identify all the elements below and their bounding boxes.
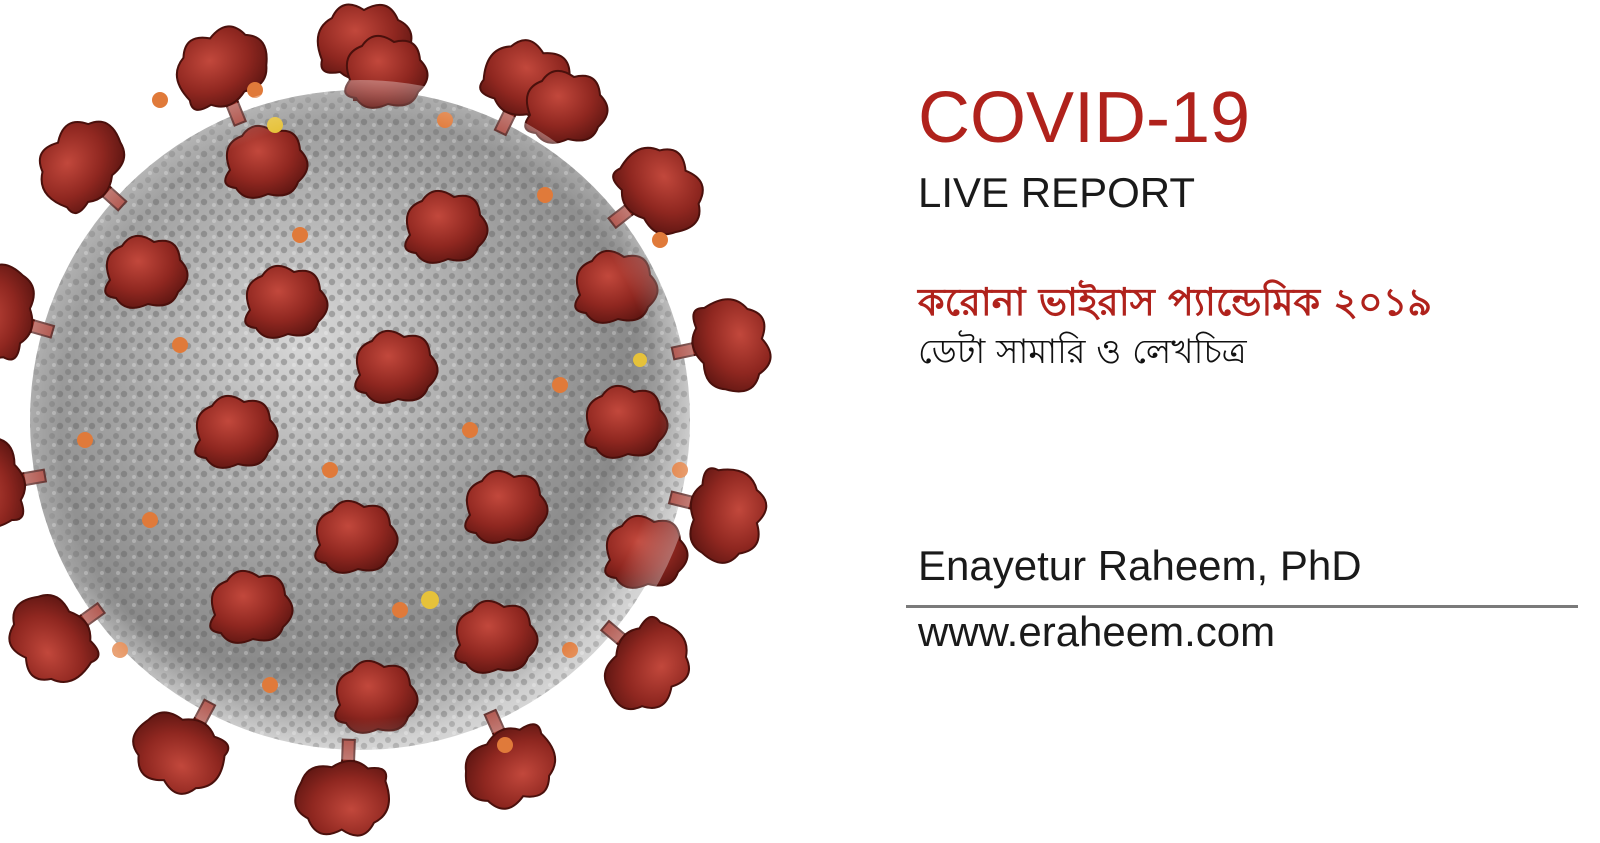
bangla-title: করোনা ভাইরাস প্যান্ডেমিক ২০১৯	[918, 280, 1433, 324]
author-name: Enayetur Raheem, PhD	[918, 542, 1362, 589]
report-title: COVID-19	[918, 78, 1251, 158]
report-subtitle: LIVE REPORT	[918, 169, 1195, 216]
divider-line	[906, 605, 1578, 608]
bangla-subtitle: ডেটা সামারি ও লেখচিত্র	[918, 332, 1247, 372]
title-text-block: COVID-19 LIVE REPORT করোনা ভাইরাস প্যান্…	[918, 0, 1578, 843]
coronavirus-icon	[0, 3, 772, 837]
website-link[interactable]: www.eraheem.com	[918, 608, 1276, 655]
